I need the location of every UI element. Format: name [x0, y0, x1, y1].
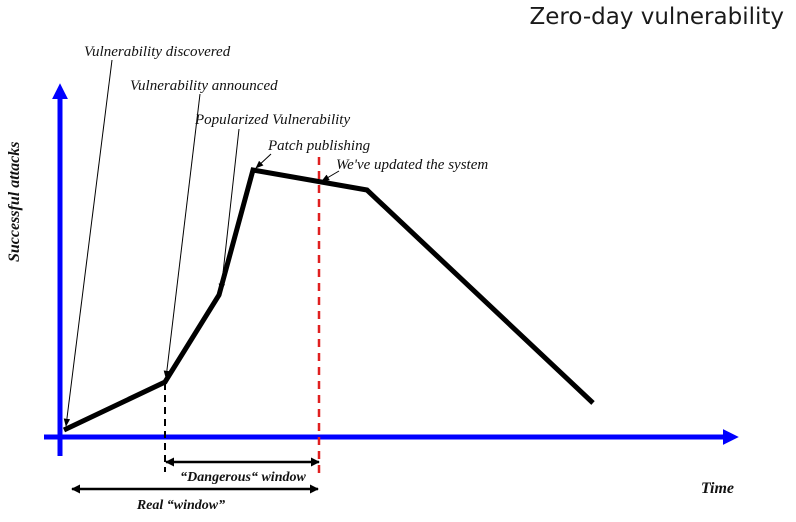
patch-leader-arrow [255, 153, 272, 169]
updated-leader-arrow [321, 170, 340, 182]
announced-leader-arrow [163, 93, 201, 379]
annotation-vulnerability-discovered: Vulnerability discovered [84, 44, 231, 60]
annotation-patch-publishing: Patch publishing [267, 138, 371, 154]
annotation-vulnerability-announced: Vulnerability announced [130, 78, 278, 94]
popularized-leader-arrow [218, 128, 240, 292]
y-axis-label: Successful attacks [6, 142, 23, 262]
annotation-popularized-vulnerability: Popularized Vulnerability [194, 112, 350, 128]
annotation-system-updated: We've updated the system [336, 157, 488, 173]
real-window-label: Real “window” [136, 498, 225, 513]
dangerous-window-label: “Dangerous“ window [180, 470, 306, 485]
discovered-leader-arrow [63, 59, 113, 427]
x-axis-label: Time [701, 480, 734, 497]
successful-attacks-curve [62, 167, 595, 433]
diagram-title: Zero-day vulnerability [529, 4, 784, 30]
